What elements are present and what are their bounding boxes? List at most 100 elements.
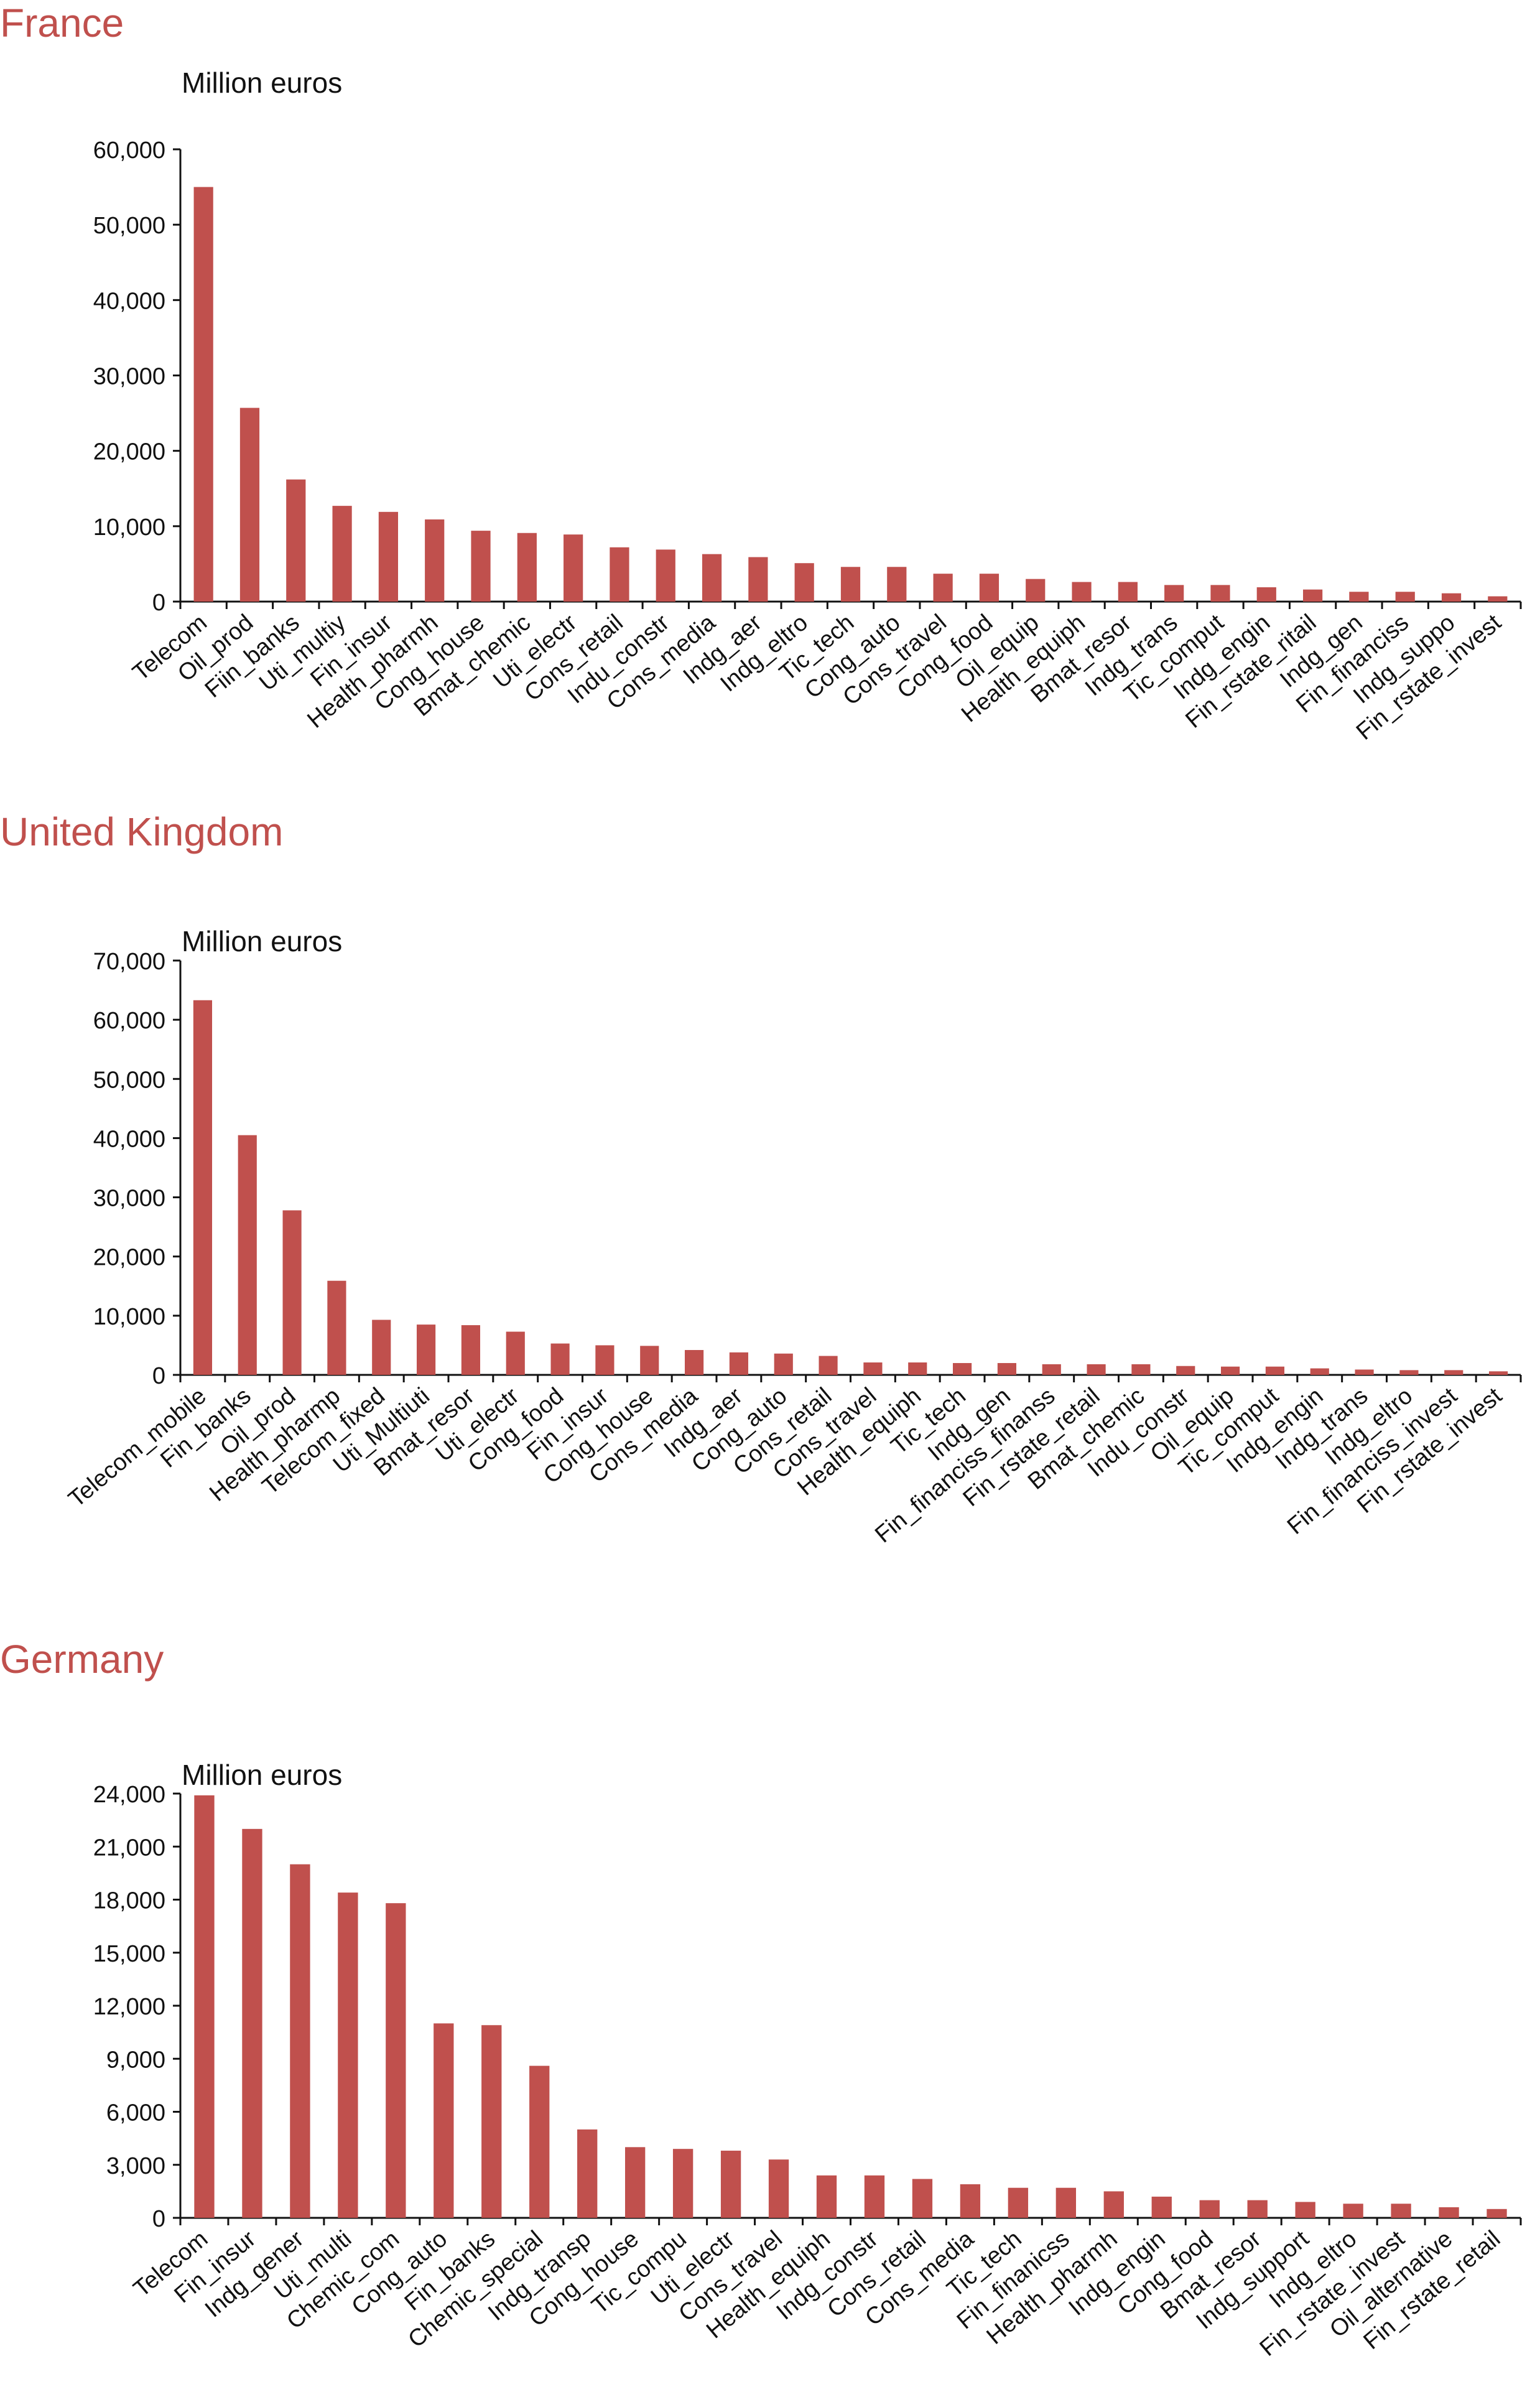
uk-bar [1087,1364,1106,1375]
germany-bar [1295,2202,1315,2218]
france-bar [933,574,953,602]
germany-bar [290,1864,310,2218]
france-y-tick-label: 50,000 [93,213,165,239]
germany-y-tick-label: 15,000 [93,1941,165,1967]
germany-bar [242,1828,262,2218]
germany-chart: Million euros 0 3,000 6,000 9,000 12,000 15,00… [93,1759,1522,2362]
uk-bar [193,1000,213,1375]
germany-y-tick-label: 9,000 [106,2047,165,2073]
germany-bar [1103,2191,1124,2218]
france-y-axis-label: Million euros [182,67,342,99]
france-bar [887,567,907,602]
uk-bar [729,1352,749,1375]
france-bar [425,519,445,602]
france-bar [1118,582,1138,602]
france-bar [979,574,1000,602]
france-bar [1488,596,1508,602]
uk-bar [461,1325,481,1375]
france-bar [656,549,675,602]
france-y-tick-label: 0 [152,590,165,616]
uk-bar [1131,1364,1151,1375]
germany-bar [338,1892,358,2218]
uk-y-tick-label: 50,000 [93,1067,165,1093]
france-bar [1302,589,1323,602]
france-bar [1441,593,1462,602]
uk-y-tick-label: 30,000 [93,1186,165,1212]
germany-y-tick-label: 6,000 [106,2100,165,2126]
uk-panel: United Kingdom Million euros 0 10,000 20,00… [0,809,1540,1611]
uk-bar [1042,1364,1061,1375]
uk-bar [997,1362,1017,1375]
uk-bar [1265,1366,1285,1375]
france-bar [471,531,491,602]
france-bar [378,511,399,602]
uk-bar [819,1356,838,1375]
france-bar [239,407,260,602]
uk-bar [282,1210,302,1375]
germany-bar [1391,2204,1411,2218]
france-bar [332,506,352,602]
uk-bar [550,1343,570,1375]
france-bar [564,534,583,602]
uk-y-axis-label: Million euros [182,925,342,957]
germany-bar [1055,2187,1077,2218]
germany-bar [1439,2207,1459,2218]
germany-y-tick-label: 12,000 [93,1994,165,2020]
germany-bar [912,2179,933,2218]
uk-bar [908,1362,927,1375]
france-bar [702,554,722,602]
france-bar [610,547,629,602]
germany-bar [960,2184,981,2218]
france-title: France [0,1,124,45]
germany-bar [481,2025,502,2218]
uk-chart: Million euros 0 10,000 20,000 30,000 40,000 50… [63,925,1522,1548]
france-bar [1395,592,1415,602]
uk-bar [1399,1370,1419,1375]
uk-y-tick-label: 0 [152,1363,165,1389]
france-bar [840,567,861,602]
uk-bar [863,1362,883,1375]
uk-bar [506,1331,525,1375]
germany-y-tick-label: 18,000 [93,1888,165,1914]
uk-bar [1220,1366,1240,1375]
germany-bar [624,2147,646,2218]
germany-y-tick-label: 24,000 [93,1782,165,1808]
germany-bar [1008,2187,1029,2218]
uk-bar [684,1350,704,1375]
germany-bar [864,2175,885,2218]
uk-bar [1355,1369,1374,1375]
germany-y-tick-label: 21,000 [93,1835,165,1861]
germany-bar [1247,2200,1268,2218]
uk-y-tick-label: 20,000 [93,1245,165,1271]
germany-bar [768,2159,789,2218]
france-bar [286,479,306,602]
france-bar [1072,582,1092,602]
france-y-tick-label: 20,000 [93,439,165,465]
uk-bar [416,1324,436,1375]
germany-y-tick-label: 3,000 [106,2153,165,2179]
uk-title: United Kingdom [0,809,284,854]
france-y-tick-label: 30,000 [93,364,165,390]
uk-y-tick-label: 70,000 [93,949,165,975]
france-y-tick-label: 40,000 [93,288,165,314]
france-y-tick-label: 10,000 [93,514,165,541]
france-y-tick-label: 60,000 [93,137,165,164]
germany-y-axis-label: Million euros [182,1759,342,1791]
france-bar [1026,579,1046,602]
uk-y-tick-label: 40,000 [93,1126,165,1152]
uk-bar [372,1320,391,1375]
uk-bar [1176,1366,1195,1375]
france-bar [1256,587,1276,602]
france-bar [1164,585,1184,602]
germany-bar [720,2151,741,2218]
france-panel: France Million euros 0 10,000 20,000 30,000 4… [0,0,1540,803]
france-bar [1210,585,1230,602]
uk-bar [1310,1368,1329,1375]
germany-bar [529,2065,550,2218]
uk-bar [1488,1371,1508,1375]
france-bar [193,187,213,602]
uk-bar [238,1135,257,1375]
germany-bar [816,2175,837,2218]
france-bar [517,533,537,602]
germany-bar [672,2149,693,2218]
